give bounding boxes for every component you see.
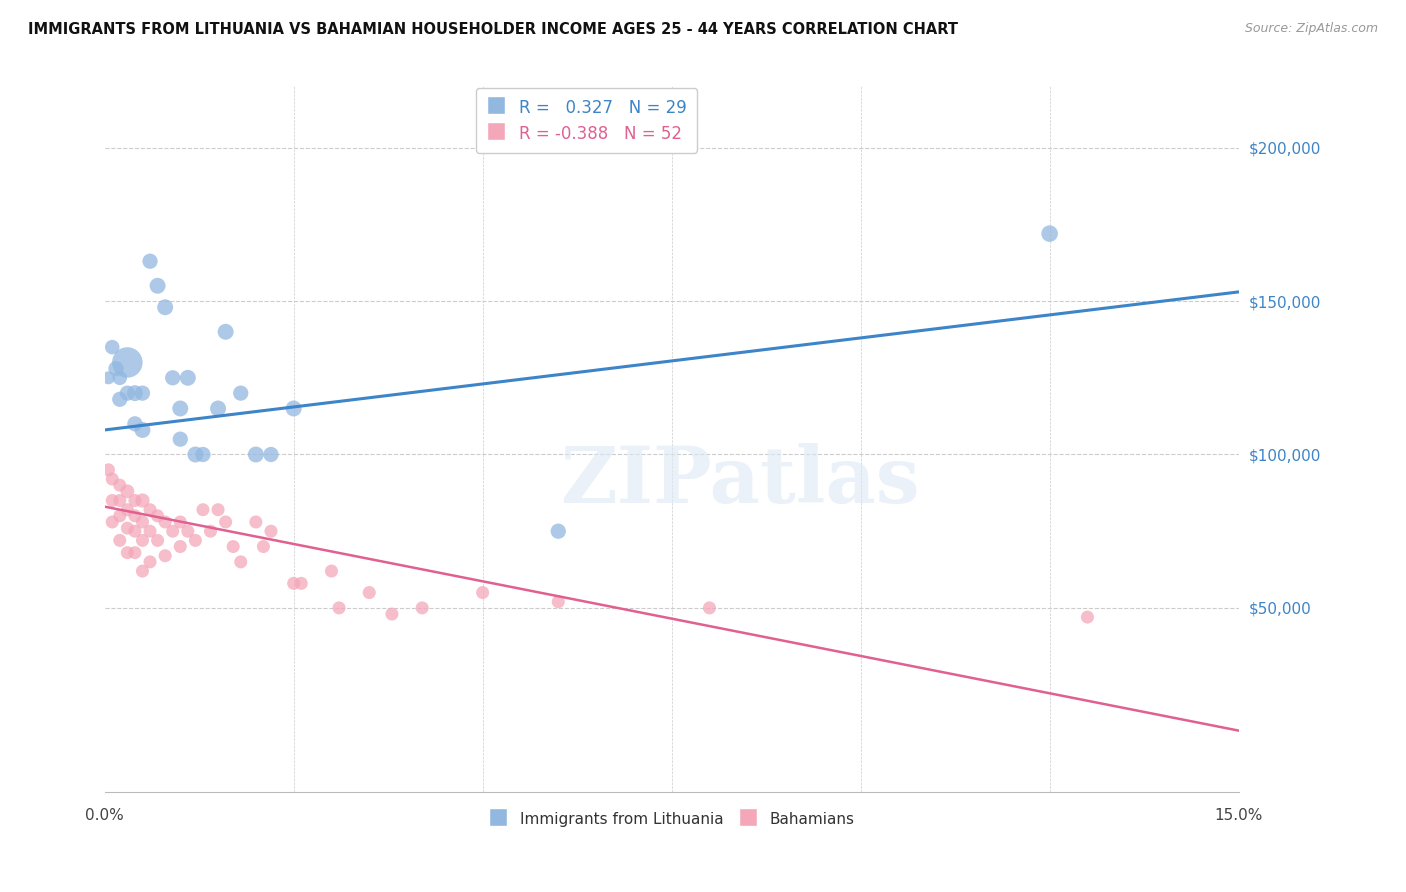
Point	[260, 448, 283, 462]
Point	[131, 423, 153, 437]
Point	[283, 401, 305, 416]
Point	[131, 564, 153, 578]
Point	[97, 463, 120, 477]
Point	[101, 493, 124, 508]
Point	[146, 533, 169, 548]
Point	[139, 555, 162, 569]
Point	[108, 478, 131, 492]
Point	[101, 472, 124, 486]
Point	[184, 448, 207, 462]
Point	[117, 502, 139, 516]
Point	[328, 600, 350, 615]
Point	[146, 508, 169, 523]
Point	[108, 533, 131, 548]
Point	[184, 533, 207, 548]
Point	[229, 555, 252, 569]
Point	[124, 386, 146, 401]
Point	[191, 502, 214, 516]
Point	[108, 493, 131, 508]
Point	[131, 493, 153, 508]
Point	[131, 533, 153, 548]
Point	[290, 576, 312, 591]
Point	[177, 371, 200, 385]
Point	[169, 515, 191, 529]
Point	[359, 585, 381, 599]
Point	[153, 300, 176, 314]
Point	[699, 600, 721, 615]
Point	[162, 371, 184, 385]
Point	[124, 508, 146, 523]
Point	[162, 524, 184, 539]
Point	[471, 585, 494, 599]
Point	[169, 540, 191, 554]
Point	[1039, 227, 1062, 241]
Point	[124, 524, 146, 539]
Point	[139, 524, 162, 539]
Point	[108, 392, 131, 407]
Point	[191, 448, 214, 462]
Point	[146, 278, 169, 293]
Point	[117, 521, 139, 535]
Point	[260, 524, 283, 539]
Point	[139, 254, 162, 268]
Point	[222, 540, 245, 554]
Legend: Immigrants from Lithuania, Bahamians: Immigrants from Lithuania, Bahamians	[484, 804, 860, 834]
Point	[117, 386, 139, 401]
Text: Source: ZipAtlas.com: Source: ZipAtlas.com	[1244, 22, 1378, 36]
Point	[177, 524, 200, 539]
Point	[101, 340, 124, 354]
Point	[283, 576, 305, 591]
Point	[131, 515, 153, 529]
Point	[108, 371, 131, 385]
Point	[105, 361, 128, 376]
Text: IMMIGRANTS FROM LITHUANIA VS BAHAMIAN HOUSEHOLDER INCOME AGES 25 - 44 YEARS CORR: IMMIGRANTS FROM LITHUANIA VS BAHAMIAN HO…	[28, 22, 957, 37]
Point	[252, 540, 274, 554]
Point	[381, 607, 404, 621]
Point	[97, 371, 120, 385]
Point	[207, 401, 229, 416]
Point	[124, 493, 146, 508]
Point	[124, 417, 146, 431]
Point	[108, 508, 131, 523]
Point	[169, 432, 191, 446]
Point	[101, 515, 124, 529]
Point	[229, 386, 252, 401]
Text: ZIPatlas: ZIPatlas	[560, 443, 920, 519]
Point	[200, 524, 222, 539]
Point	[124, 546, 146, 560]
Point	[117, 546, 139, 560]
Point	[117, 484, 139, 499]
Point	[1076, 610, 1098, 624]
Point	[411, 600, 433, 615]
Point	[169, 401, 191, 416]
Point	[153, 549, 176, 563]
Point	[214, 325, 236, 339]
Point	[547, 524, 569, 539]
Point	[131, 386, 153, 401]
Point	[153, 515, 176, 529]
Point	[547, 595, 569, 609]
Point	[117, 355, 139, 369]
Point	[207, 502, 229, 516]
Point	[139, 502, 162, 516]
Point	[245, 448, 267, 462]
Point	[245, 515, 267, 529]
Point	[214, 515, 236, 529]
Point	[321, 564, 343, 578]
